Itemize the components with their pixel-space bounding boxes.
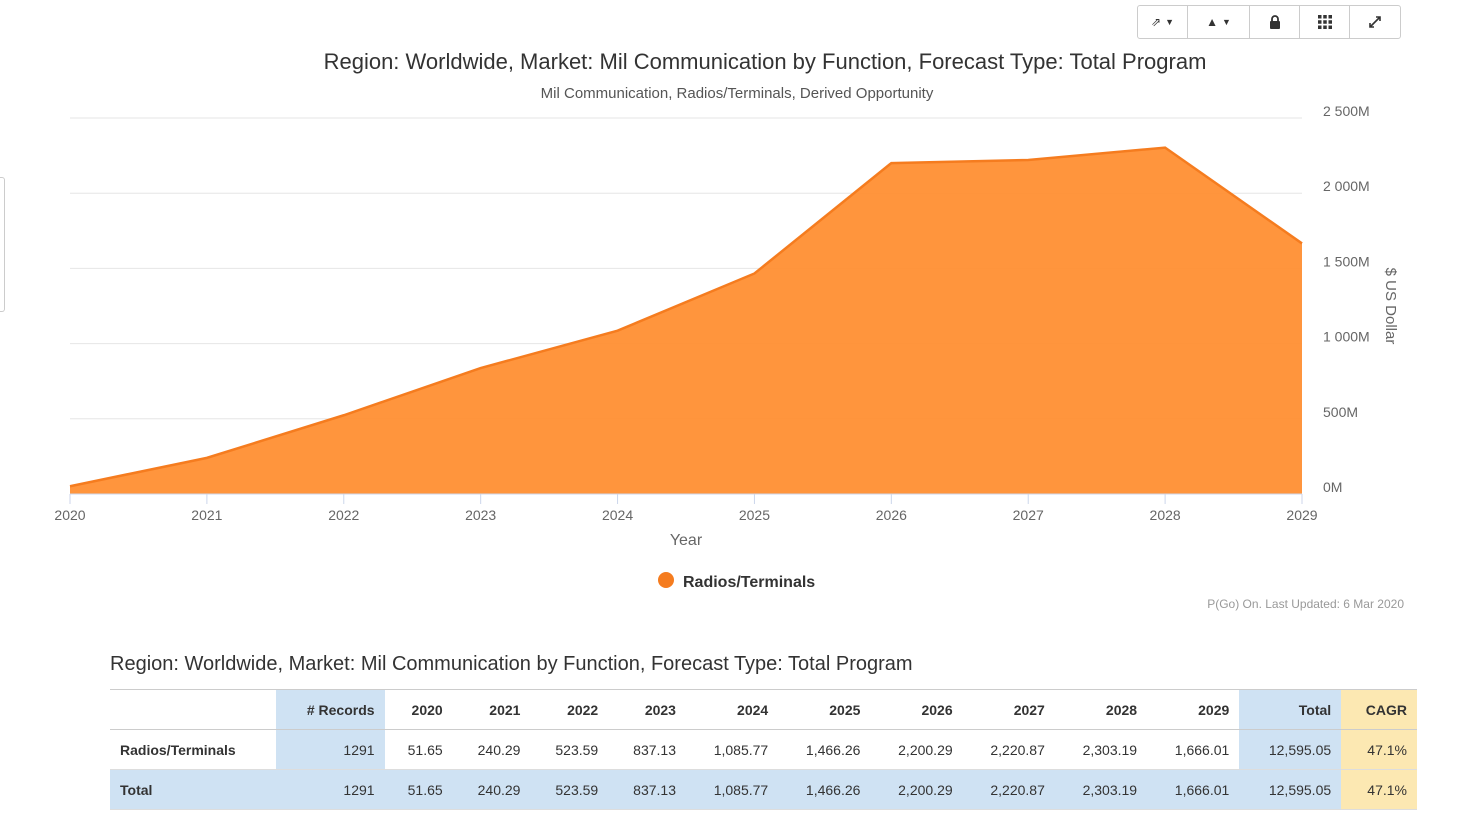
header-cell[interactable]: 2023 (608, 689, 686, 730)
table-cell: 523.59 (530, 769, 609, 810)
x-tick-label: 2026 (876, 507, 907, 523)
table-cell: 1,466.26 (778, 769, 871, 810)
table-cell: 1,666.01 (1147, 769, 1240, 810)
table-cell: 1,666.01 (1147, 729, 1240, 770)
area-fill-radios-terminals (70, 147, 1302, 494)
y-tick-label: 500M (1323, 404, 1358, 420)
header-cell-total[interactable]: Total (1239, 689, 1342, 730)
header-cell[interactable]: 2020 (384, 689, 453, 730)
table-title: Region: Worldwide, Market: Mil Communica… (110, 653, 913, 675)
table-cell-total: 12,595.05 (1239, 769, 1342, 810)
table-cell: 51.65 (384, 729, 453, 770)
table-cell: 523.59 (530, 729, 609, 770)
header-cell[interactable]: 2029 (1147, 689, 1240, 730)
y-tick-label: 2 000M (1323, 178, 1370, 194)
area-chart: Region: Worldwide, Market: Mil Communica… (54, 49, 1404, 611)
table-cell: 837.13 (608, 769, 686, 810)
x-tick-label: 2025 (739, 507, 770, 523)
chevron-down-icon: ▼ (1221, 17, 1231, 27)
data-table: # Records 2020 2021 2022 2023 2024 2025 … (110, 689, 1417, 810)
grid-icon (1317, 15, 1332, 29)
x-tick-label: 2027 (1013, 507, 1044, 523)
table-cell: 1291 (276, 769, 385, 810)
lock-button[interactable] (1250, 6, 1300, 38)
share-button[interactable]: ⇗ ▼ (1138, 6, 1188, 38)
legend-label: Radios/Terminals (683, 574, 815, 591)
side-panel-handle[interactable] (0, 177, 5, 312)
row-label: Total (110, 769, 276, 810)
x-tick-label: 2021 (191, 507, 222, 523)
table-cell: 1,085.77 (685, 729, 779, 770)
row-label: Radios/Terminals (110, 729, 276, 770)
header-cell[interactable]: 2025 (778, 689, 871, 730)
y-tick-label: 2 500M (1323, 103, 1370, 119)
chart-title: Region: Worldwide, Market: Mil Communica… (324, 49, 1207, 74)
grid-button[interactable] (1300, 6, 1350, 38)
x-tick-label: 2022 (328, 507, 359, 523)
table-cell-cagr: 47.1% (1341, 729, 1417, 770)
y-tick-label: 0M (1323, 479, 1342, 495)
y-axis-title: $ US Dollar (1382, 268, 1399, 345)
chart-toolbar: ⇗ ▼ ▲ ▼ (1137, 5, 1401, 39)
table-cell: 2,220.87 (962, 769, 1055, 810)
table-header-row: # Records 2020 2021 2022 2023 2024 2025 … (110, 689, 1417, 730)
header-cell[interactable]: 2026 (870, 689, 963, 730)
table-cell: 1,466.26 (778, 729, 871, 770)
header-cell[interactable]: 2027 (962, 689, 1055, 730)
expand-button[interactable] (1350, 6, 1400, 38)
chevron-down-icon: ▼ (1165, 17, 1174, 27)
x-tick-label: 2020 (54, 507, 85, 523)
table-cell: 2,200.29 (870, 769, 963, 810)
x-tick-label: 2023 (465, 507, 496, 523)
table-total-row: Total 1291 51.65 240.29 523.59 837.13 1,… (110, 769, 1417, 810)
header-cell (110, 689, 276, 730)
header-cell[interactable]: # Records (276, 689, 385, 730)
header-cell[interactable]: 2024 (685, 689, 779, 730)
table-cell: 240.29 (452, 729, 531, 770)
table-cell: 1,085.77 (685, 769, 779, 810)
table-cell: 837.13 (608, 729, 686, 770)
table-cell: 2,303.19 (1054, 729, 1148, 770)
expand-icon (1369, 16, 1381, 28)
table-cell: 2,200.29 (870, 729, 963, 770)
table-cell: 1291 (276, 729, 385, 770)
table-row: Radios/Terminals 1291 51.65 240.29 523.5… (110, 729, 1417, 770)
lock-icon (1269, 15, 1280, 29)
chart-subtitle: Mil Communication, Radios/Terminals, Der… (541, 85, 934, 102)
x-tick-label: 2029 (1286, 507, 1317, 523)
x-tick-label: 2024 (602, 507, 633, 523)
chart-type-button[interactable]: ▲ ▼ (1188, 6, 1250, 38)
legend-marker (658, 572, 674, 588)
table-cell: 2,303.19 (1054, 769, 1148, 810)
chart-credit: P(Go) On. Last Updated: 6 Mar 2020 (1207, 597, 1404, 611)
area-line-radios-terminals (69, 146, 1303, 488)
x-axis-title: Year (670, 532, 703, 549)
table-cell-total: 12,595.05 (1239, 729, 1342, 770)
table-cell-cagr: 47.1% (1341, 769, 1417, 810)
x-tick-label: 2028 (1150, 507, 1181, 523)
y-tick-label: 1 000M (1323, 329, 1370, 345)
header-cell[interactable]: 2022 (530, 689, 609, 730)
header-cell-cagr[interactable]: CAGR (1341, 689, 1417, 730)
chart-type-icon: ▲ (1206, 15, 1218, 29)
table-cell: 51.65 (384, 769, 453, 810)
table-cell: 240.29 (452, 769, 531, 810)
header-cell[interactable]: 2028 (1054, 689, 1148, 730)
table-cell: 2,220.87 (962, 729, 1055, 770)
y-tick-label: 1 500M (1323, 253, 1370, 269)
header-cell[interactable]: 2021 (452, 689, 531, 730)
share-icon: ⇗ (1151, 15, 1162, 29)
